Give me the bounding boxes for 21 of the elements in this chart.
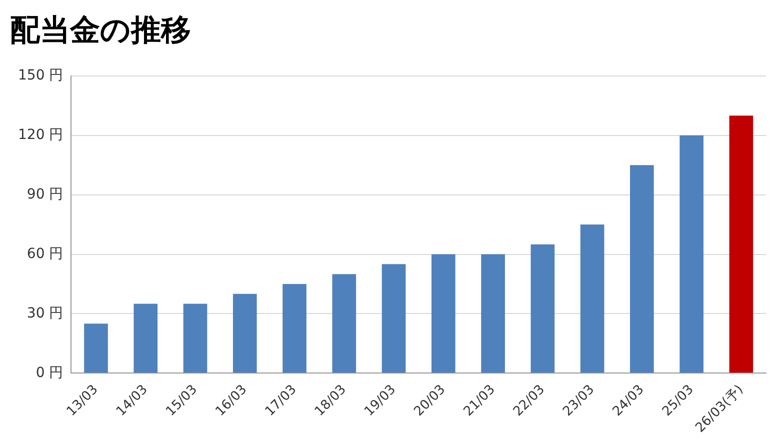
bar (382, 264, 406, 373)
y-tick-label: 0 円 (36, 364, 64, 381)
bar (729, 116, 754, 373)
bar (134, 304, 158, 373)
bar (481, 254, 505, 373)
bar (282, 284, 306, 373)
y-tick-label: 30 円 (26, 305, 64, 322)
bar (431, 254, 456, 373)
bar (332, 274, 356, 373)
bar (232, 294, 257, 373)
bar (530, 244, 555, 373)
y-tick-label: 60 円 (26, 246, 64, 262)
bar (183, 304, 208, 373)
bar (84, 324, 108, 373)
y-tick-label: 120 円 (18, 127, 64, 144)
y-tick-label: 150 円 (18, 68, 64, 84)
bar (580, 224, 604, 373)
y-tick-label: 90 円 (26, 186, 64, 202)
chart-title: 配当金の推移 (10, 12, 191, 48)
bar (630, 165, 654, 373)
bar (680, 135, 704, 373)
